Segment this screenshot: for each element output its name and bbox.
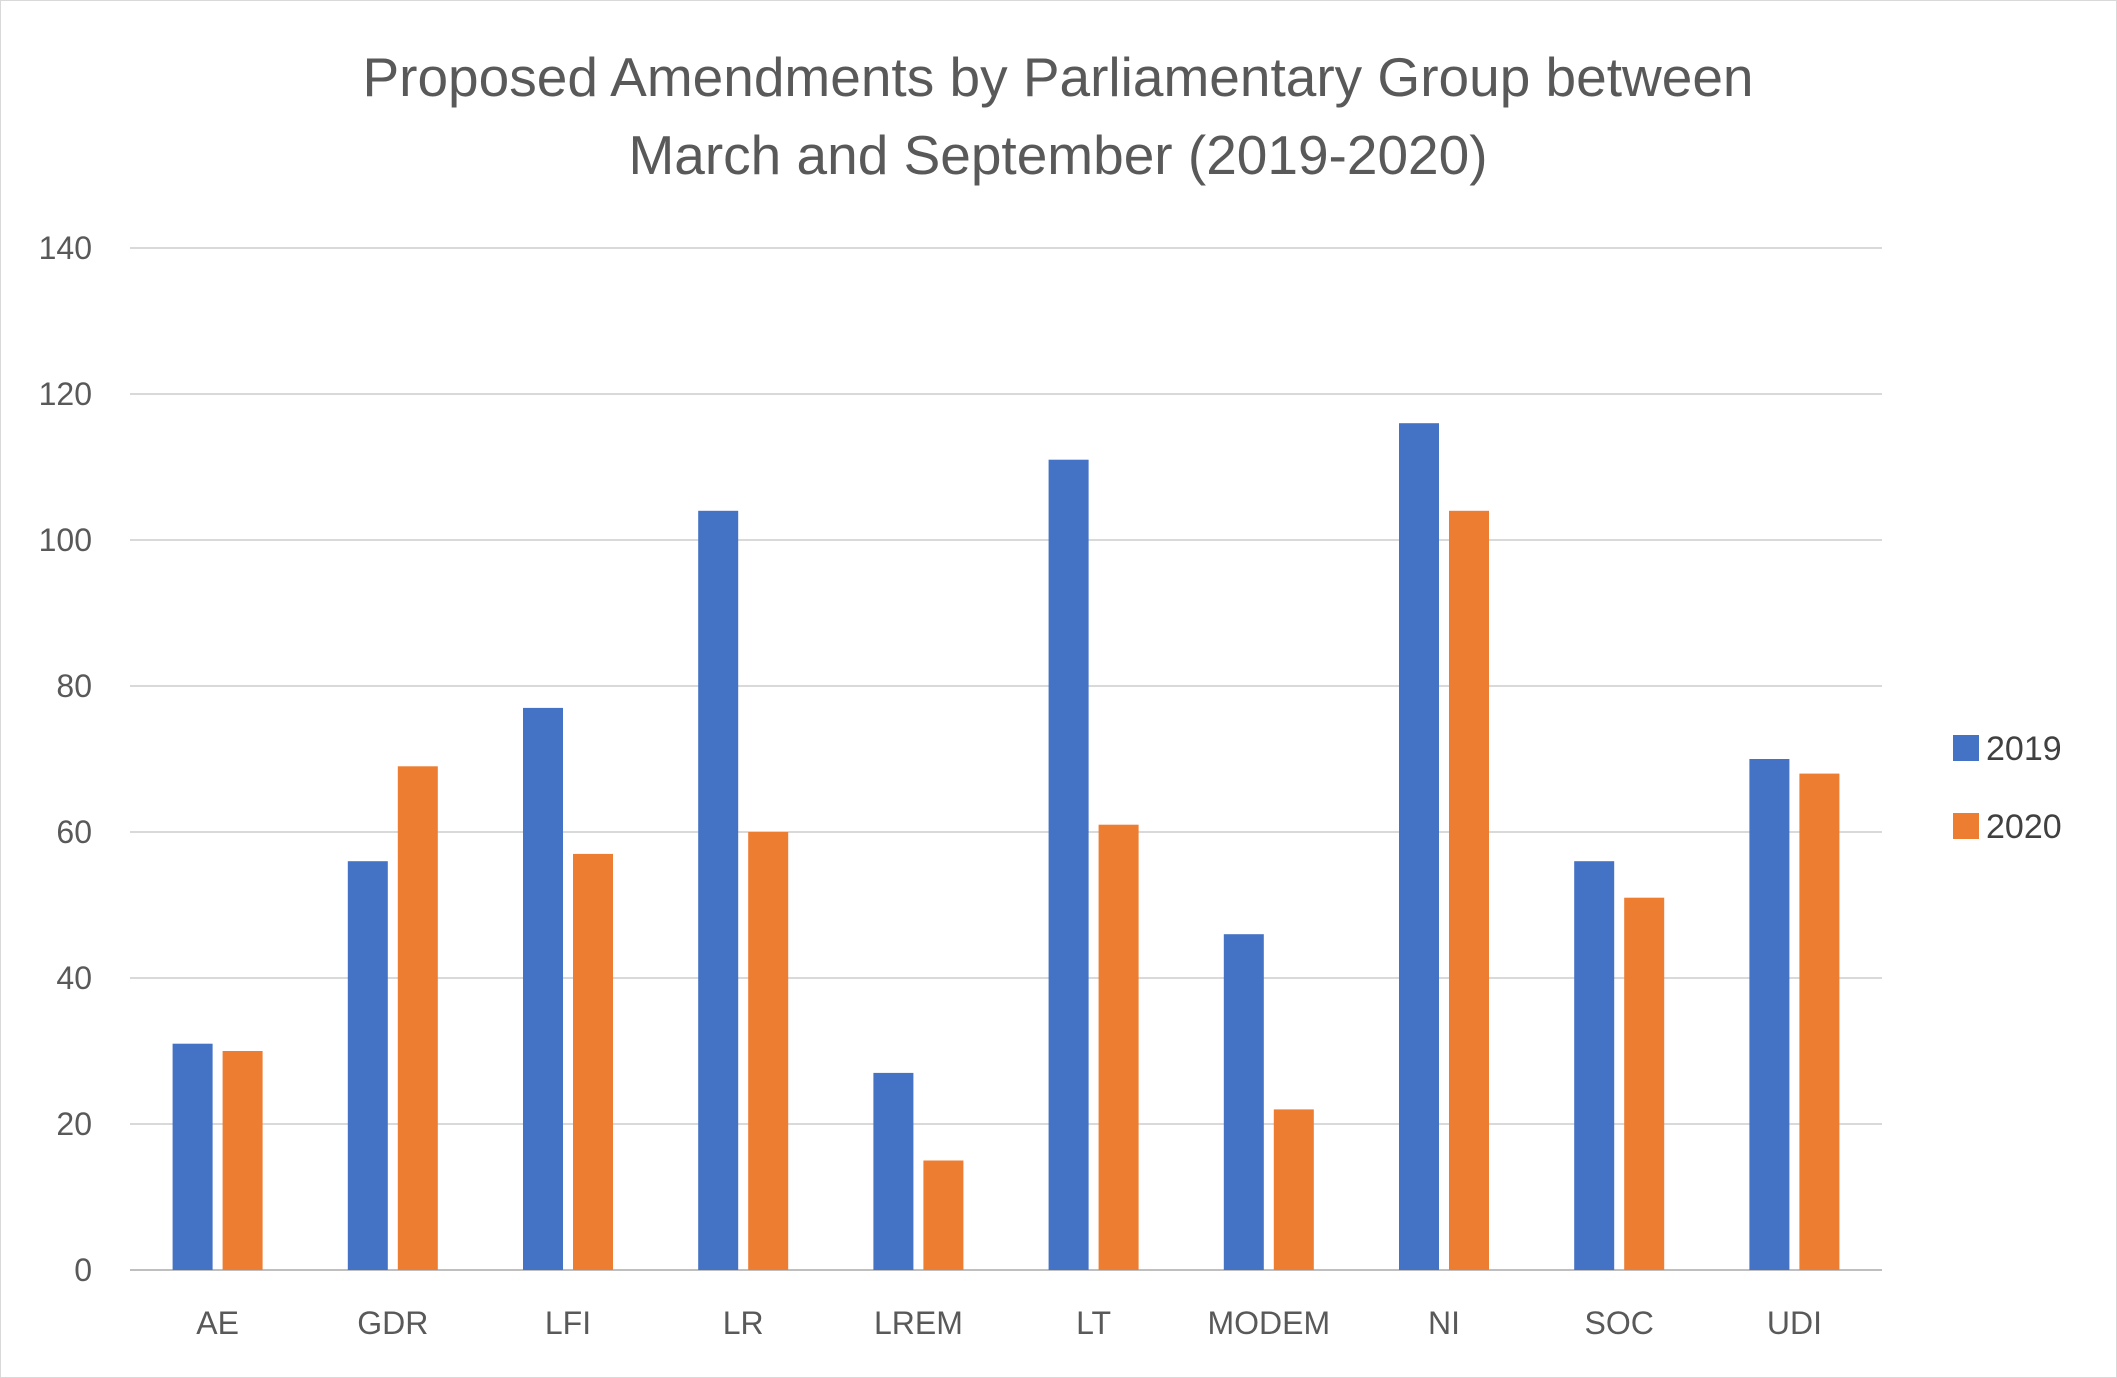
bar-udi-2020 — [1799, 773, 1840, 1270]
bar-lfi-2019 — [523, 707, 563, 1270]
y-tick-label: 100 — [39, 522, 92, 558]
legend: 2019 2020 — [1953, 730, 2062, 846]
bar-lr-2020 — [748, 832, 789, 1270]
axis-labels: 0 20 40 60 80 100 120 140 AE GDR LFI LR LREM LT MODEM N… — [39, 230, 1822, 1341]
x-tick-label: LR — [723, 1305, 764, 1341]
chart-title-line-2: March and September (2019-2020) — [628, 124, 1487, 186]
y-tick-label: 120 — [39, 376, 92, 412]
bar-lr-2019 — [698, 510, 739, 1270]
bar-soc-2019 — [1574, 861, 1615, 1270]
y-tick-label: 0 — [74, 1252, 92, 1288]
bar-gdr-2020 — [397, 766, 438, 1270]
legend-label-2019: 2019 — [1986, 730, 2062, 768]
bar-lt-2019 — [1048, 459, 1089, 1270]
gridlines — [130, 247, 1882, 1271]
bar-ni-2020 — [1449, 510, 1489, 1270]
x-tick-label: AE — [196, 1305, 239, 1341]
legend-swatch-2020 — [1953, 813, 1979, 839]
bar-ni-2019 — [1399, 423, 1439, 1270]
x-tick-label: LREM — [874, 1305, 963, 1341]
bars — [172, 423, 1840, 1270]
x-tick-label: NI — [1428, 1305, 1460, 1341]
x-tick-label: GDR — [357, 1305, 428, 1341]
bar-ae-2019 — [172, 1043, 213, 1270]
y-tick-label: 140 — [39, 230, 92, 266]
bar-modem-2019 — [1223, 934, 1264, 1270]
bar-gdr-2019 — [347, 861, 388, 1270]
bar-udi-2019 — [1749, 759, 1790, 1270]
bar-soc-2020 — [1624, 897, 1665, 1270]
bar-lt-2020 — [1098, 824, 1139, 1270]
legend-swatch-2019 — [1953, 735, 1979, 761]
bar-ae-2020 — [222, 1051, 263, 1270]
x-tick-label: SOC — [1585, 1305, 1654, 1341]
x-tick-label: LT — [1076, 1305, 1111, 1341]
x-tick-label: MODEM — [1207, 1305, 1330, 1341]
x-tick-label: UDI — [1767, 1305, 1822, 1341]
legend-label-2020: 2020 — [1986, 808, 2062, 846]
y-tick-label: 40 — [56, 960, 92, 996]
bar-lfi-2020 — [573, 853, 613, 1270]
y-tick-label: 80 — [56, 668, 92, 704]
bar-lrem-2019 — [873, 1072, 914, 1270]
x-tick-label: LFI — [545, 1305, 591, 1341]
chart-title-line-1: Proposed Amendments by Parliamentary Gro… — [362, 46, 1753, 108]
y-tick-label: 20 — [56, 1106, 92, 1142]
y-tick-label: 60 — [56, 814, 92, 850]
bar-lrem-2020 — [923, 1160, 964, 1270]
bar-modem-2020 — [1273, 1109, 1314, 1270]
